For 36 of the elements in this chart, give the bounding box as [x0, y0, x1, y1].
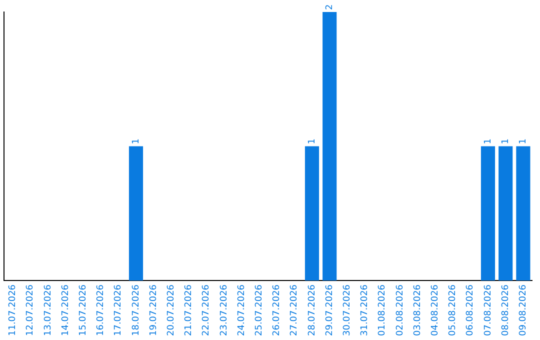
- x-tick-label: 12.07.2026: [26, 284, 36, 336]
- x-tick-label: 26.07.2026: [272, 284, 282, 336]
- x-tick-label: 22.07.2026: [202, 284, 212, 336]
- x-tick-label: 27.07.2026: [290, 284, 300, 336]
- x-tick-label: 06.08.2026: [466, 284, 476, 336]
- data-label: 1: [131, 138, 142, 144]
- data-label: 1: [500, 138, 511, 144]
- x-tick-label: 19.07.2026: [148, 284, 159, 336]
- x-tick-label: 23.07.2026: [219, 284, 230, 336]
- x-tick-label: 16.07.2026: [96, 284, 106, 336]
- x-tick-label: 25.07.2026: [254, 284, 265, 336]
- x-tick-label: 14.07.2026: [60, 284, 71, 336]
- x-tick-label: 21.07.2026: [184, 284, 194, 336]
- x-tick-label: 15.07.2026: [78, 284, 89, 336]
- x-tick-label: 04.08.2026: [430, 284, 441, 336]
- data-label: 1: [483, 138, 494, 144]
- x-tick-label: 01.08.2026: [378, 284, 388, 336]
- x-tick-label: 20.07.2026: [166, 284, 177, 336]
- x-tick-label: 07.08.2026: [483, 284, 494, 336]
- x-tick-label: 17.07.2026: [114, 284, 124, 336]
- x-tick-label: 24.07.2026: [236, 284, 247, 336]
- x-tick-label: 30.07.2026: [342, 284, 353, 336]
- x-tick-label: 09.08.2026: [518, 284, 529, 336]
- x-tick-label: 03.08.2026: [412, 284, 423, 336]
- data-label: 1: [307, 138, 318, 144]
- x-tick-label: 05.08.2026: [448, 284, 458, 336]
- x-tick-label: 18.07.2026: [131, 284, 142, 336]
- x-tick-label: 29.07.2026: [324, 284, 335, 336]
- x-tick-label: 31.07.2026: [360, 284, 370, 336]
- x-tick-label: 08.08.2026: [500, 284, 511, 336]
- x-tick-label: 11.07.2026: [8, 284, 18, 336]
- data-label: 1: [518, 138, 529, 144]
- x-tick-label: 02.08.2026: [395, 284, 406, 336]
- x-tick-label: 28.07.2026: [307, 284, 318, 336]
- data-label: 2: [324, 4, 335, 10]
- x-tick-label: 13.07.2026: [43, 284, 54, 336]
